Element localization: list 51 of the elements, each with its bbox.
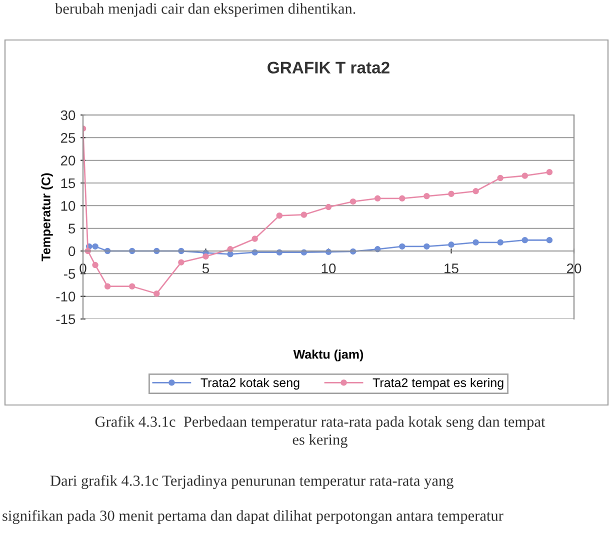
y-tick-label: 25	[60, 133, 76, 143]
y-tick-label: 0	[68, 246, 76, 256]
y-tick-label: -5	[64, 269, 76, 279]
point	[325, 204, 332, 210]
point	[300, 212, 308, 218]
point	[128, 283, 136, 290]
point	[399, 195, 406, 202]
y-axis-title: Temperatur (C)	[41, 173, 53, 262]
point	[448, 242, 454, 248]
text: signifikan pada 30 menit pertama dan dapat dilihat perpotongan antara temperatur	[2, 510, 504, 524]
point	[227, 251, 234, 258]
point	[252, 236, 258, 242]
point	[497, 174, 504, 182]
point	[178, 259, 184, 266]
point	[92, 262, 98, 268]
point	[497, 239, 504, 246]
point	[374, 195, 381, 202]
point	[472, 188, 479, 194]
point	[350, 198, 356, 205]
x-tick-label: 15	[444, 264, 458, 274]
point	[399, 243, 406, 250]
text: Dari grafik 4.3.1c Terjadinya penurunan temperatur rata-rata yang	[50, 474, 454, 490]
y-tick-label: 30	[60, 110, 76, 120]
point	[546, 236, 553, 244]
point	[522, 172, 528, 179]
y-tick-label: 10	[61, 201, 76, 211]
chart-title: GRAFIK T rata2	[268, 62, 390, 74]
point	[154, 290, 160, 297]
point	[448, 190, 454, 198]
x-axis-title: Waktu (jam)	[293, 350, 364, 362]
x-tick-label: 5	[202, 264, 210, 274]
y-tick-label: -15	[56, 314, 76, 324]
point	[104, 283, 111, 290]
point	[202, 253, 209, 260]
y-tick-label: 15	[61, 178, 76, 188]
y-tick-label: 20	[60, 156, 76, 166]
legend-label: Trata2 kotak seng	[200, 378, 300, 390]
legend-label: Trata2 tempat es kering	[372, 378, 504, 390]
point	[522, 236, 528, 244]
point	[424, 193, 430, 200]
text: Grafik 4.3.1c Perbedaan temperatur rata-rata pada kotak seng dan tempat	[95, 416, 546, 430]
x-tick-label: 10	[322, 264, 336, 274]
point	[546, 168, 553, 176]
point	[92, 243, 98, 250]
y-tick-label: 5	[68, 224, 76, 234]
y-tick-label: -10	[56, 292, 76, 302]
text: es kering	[292, 434, 348, 448]
point	[276, 212, 283, 219]
point	[472, 239, 479, 246]
point	[424, 243, 430, 250]
text: berubah menjadi cair dan eksperimen dihentikan.	[55, 3, 356, 17]
